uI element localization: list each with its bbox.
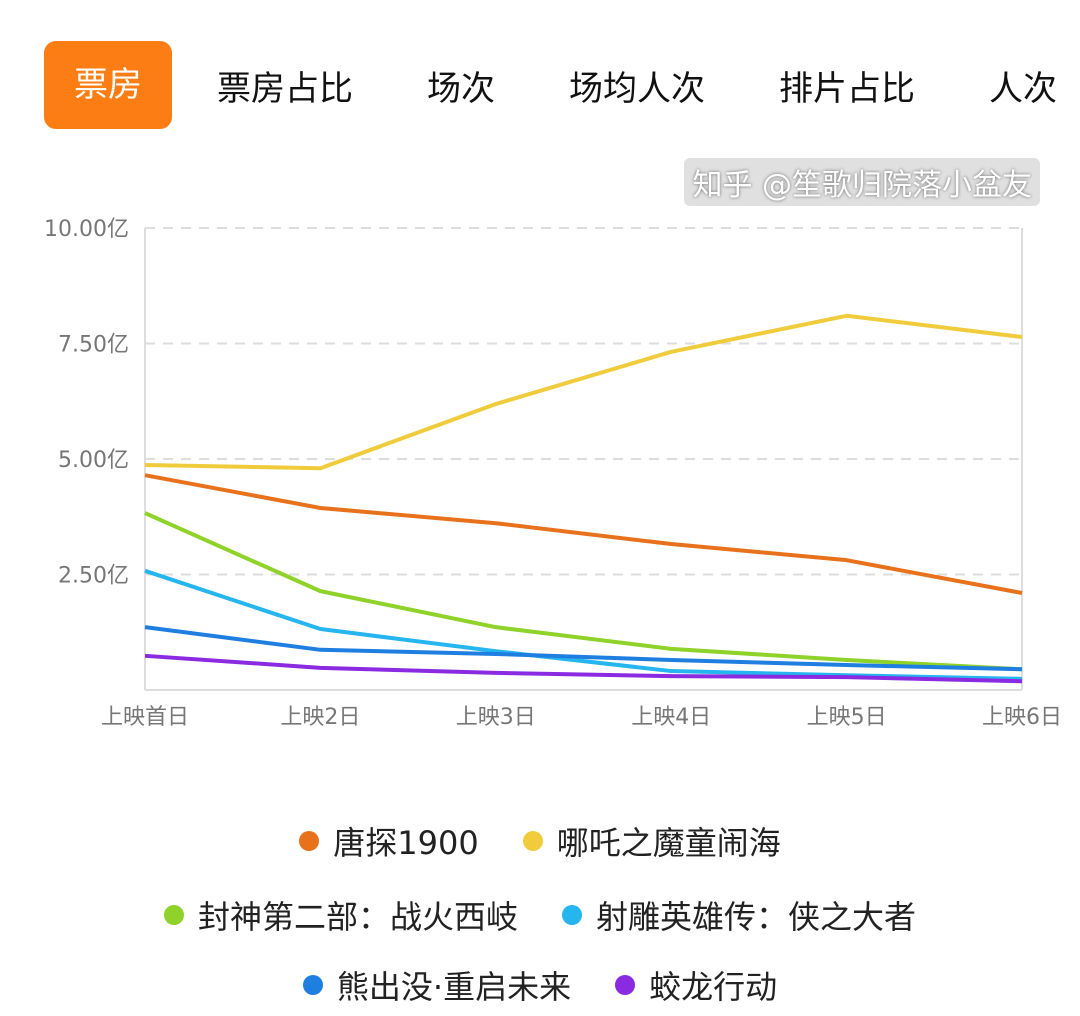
- y-tick-label: 5.00亿: [58, 448, 129, 473]
- x-tick-label: 上映4日: [631, 705, 711, 730]
- x-tick-label: 上映3日: [456, 705, 536, 730]
- watermark: 知乎 @笙歌归院落小盆友: [684, 158, 1040, 206]
- legend-dot: [562, 905, 582, 925]
- legend-label: 哪吒之魔童闹海: [556, 824, 781, 862]
- legend-dot: [299, 831, 320, 851]
- legend-dot: [615, 975, 636, 995]
- y-tick-label: 10.00亿: [44, 217, 129, 242]
- series-line: [144, 625, 1023, 672]
- legend-dot: [302, 975, 323, 995]
- legend-label: 射雕英雄传：侠之大者: [596, 898, 917, 936]
- x-tick-label: 上映5日: [807, 705, 887, 730]
- x-tick-label: 上映2日: [280, 705, 360, 730]
- legend-row-2: 封神第二部：战火西岐 射雕英雄传：侠之大者: [0, 892, 1080, 938]
- legend-label: 唐探1900: [333, 824, 479, 862]
- tab-box-office[interactable]: 票房: [44, 41, 172, 129]
- legend-item[interactable]: 哪吒之魔童闹海: [522, 818, 781, 864]
- legend-label: 封神第二部：战火西岐: [197, 898, 518, 936]
- legend-item[interactable]: 封神第二部：战火西岐: [163, 892, 518, 938]
- metric-tabs: 票房 票房占比 场次 场均人次 排片占比 人次: [44, 41, 1080, 129]
- series-line: [144, 511, 1023, 672]
- legend-item[interactable]: 唐探1900: [299, 818, 479, 864]
- legend-label: 熊出没·重启未来: [336, 968, 572, 1006]
- legend-item[interactable]: 熊出没·重启未来: [302, 962, 572, 1008]
- tab-admissions[interactable]: 人次: [989, 68, 1057, 109]
- series-line: [144, 653, 1023, 684]
- y-tick-label: 7.50亿: [58, 333, 129, 358]
- x-tick-label: 上映6日: [982, 705, 1062, 730]
- y-tick-label: 2.50亿: [58, 564, 129, 589]
- legend-row-3: 熊出没·重启未来 蛟龙行动: [0, 962, 1080, 1008]
- legend-dot: [163, 905, 184, 925]
- legend-row-1: 唐探1900 哪吒之魔童闹海: [0, 818, 1080, 864]
- x-tick-label: 上映首日: [101, 705, 189, 730]
- tab-screenings[interactable]: 场次: [427, 68, 495, 109]
- tab-screening-share[interactable]: 排片占比: [779, 68, 915, 109]
- tab-box-office-share[interactable]: 票房占比: [217, 68, 353, 109]
- legend-item[interactable]: 射雕英雄传：侠之大者: [562, 892, 916, 938]
- legend-item[interactable]: 蛟龙行动: [615, 962, 777, 1008]
- legend-dot: [522, 831, 543, 851]
- series-line: [144, 473, 1023, 595]
- legend-label: 蛟龙行动: [649, 968, 778, 1006]
- tab-avg-attendance[interactable]: 场均人次: [569, 68, 705, 109]
- series-line: [144, 313, 1023, 471]
